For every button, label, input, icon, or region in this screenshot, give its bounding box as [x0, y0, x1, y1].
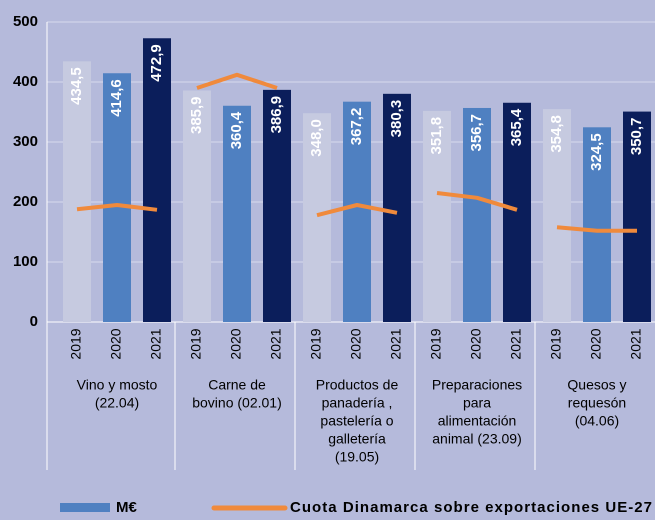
- y-tick-label: 500: [13, 13, 38, 30]
- value-label: 350,7: [628, 118, 645, 156]
- group-label: galletería: [328, 431, 386, 447]
- bar: [463, 107, 491, 322]
- value-label: 354,8: [548, 115, 565, 153]
- line-series: [196, 72, 278, 90]
- legend-swatch: [60, 503, 110, 512]
- group-label: (04.06): [575, 413, 619, 429]
- bar: [543, 109, 571, 323]
- bar: [423, 110, 451, 322]
- group-label: Vino y mosto: [77, 377, 158, 393]
- x-tick-label: 2021: [268, 328, 284, 359]
- bar: [183, 90, 211, 323]
- x-tick-label: 2020: [348, 328, 364, 359]
- value-label: 472,9: [148, 44, 165, 82]
- group-label: animal (23.09): [432, 431, 522, 447]
- bar: [303, 113, 331, 322]
- y-tick-label: 300: [13, 133, 38, 150]
- group-label: Productos de: [316, 377, 399, 393]
- group-label: para: [463, 395, 491, 411]
- x-tick-label: 2019: [428, 328, 444, 359]
- y-tick-label: 200: [13, 193, 38, 210]
- group-label: panadería ,: [322, 395, 393, 411]
- bar: [143, 38, 171, 322]
- value-label: 386,9: [268, 96, 285, 134]
- value-label: 348,0: [308, 119, 325, 157]
- group-label: Carne de: [208, 377, 266, 393]
- group-label: (22.04): [95, 395, 139, 411]
- x-tick-label: 2020: [588, 328, 604, 359]
- value-label: 414,6: [108, 79, 125, 117]
- x-tick-label: 2020: [108, 328, 124, 359]
- line-series: [316, 203, 398, 218]
- legend-label: M€: [116, 499, 137, 516]
- bar: [503, 102, 531, 322]
- value-label: 385,9: [188, 96, 205, 134]
- bar: [623, 111, 651, 322]
- bar: [583, 127, 611, 322]
- bar: [103, 73, 131, 323]
- x-tick-label: 2019: [68, 328, 84, 359]
- bar: [343, 101, 371, 323]
- x-tick-label: 2021: [148, 328, 164, 359]
- y-tick-label: 400: [13, 73, 38, 90]
- x-tick-label: 2021: [508, 328, 524, 359]
- group-label: Quesos y: [567, 377, 626, 393]
- value-label: 351,8: [428, 117, 445, 155]
- value-label: 380,3: [388, 100, 405, 138]
- bar: [63, 61, 91, 323]
- line-series: [436, 191, 518, 212]
- x-tick-label: 2019: [308, 328, 324, 359]
- group-label: alimentación: [438, 413, 517, 429]
- bar: [263, 89, 291, 322]
- group-label: pastelería o: [320, 413, 393, 429]
- line-series: [556, 225, 637, 233]
- group-label: Preparaciones: [432, 377, 522, 393]
- legend-label: Cuota Dinamarca sobre exportaciones UE-2…: [290, 499, 652, 516]
- group-label: bovino (02.01): [192, 395, 282, 411]
- x-tick-label: 2019: [548, 328, 564, 359]
- group-label: (19.05): [335, 449, 379, 465]
- x-tick-label: 2021: [628, 328, 644, 359]
- x-tick-label: 2019: [188, 328, 204, 359]
- x-tick-label: 2021: [388, 328, 404, 359]
- value-label: 324,5: [588, 133, 605, 171]
- x-tick-label: 2020: [468, 328, 484, 359]
- value-label: 434,5: [68, 67, 85, 105]
- line-series: [76, 203, 158, 212]
- value-label: 356,7: [468, 114, 485, 152]
- y-tick-label: 0: [30, 313, 38, 330]
- bar: [383, 93, 411, 322]
- value-label: 367,2: [348, 108, 365, 146]
- x-tick-label: 2020: [228, 328, 244, 359]
- value-label: 365,4: [508, 108, 525, 146]
- y-tick-label: 100: [13, 253, 38, 270]
- bar: [223, 105, 251, 322]
- value-label: 360,4: [228, 111, 245, 149]
- group-label: requesón: [568, 395, 626, 411]
